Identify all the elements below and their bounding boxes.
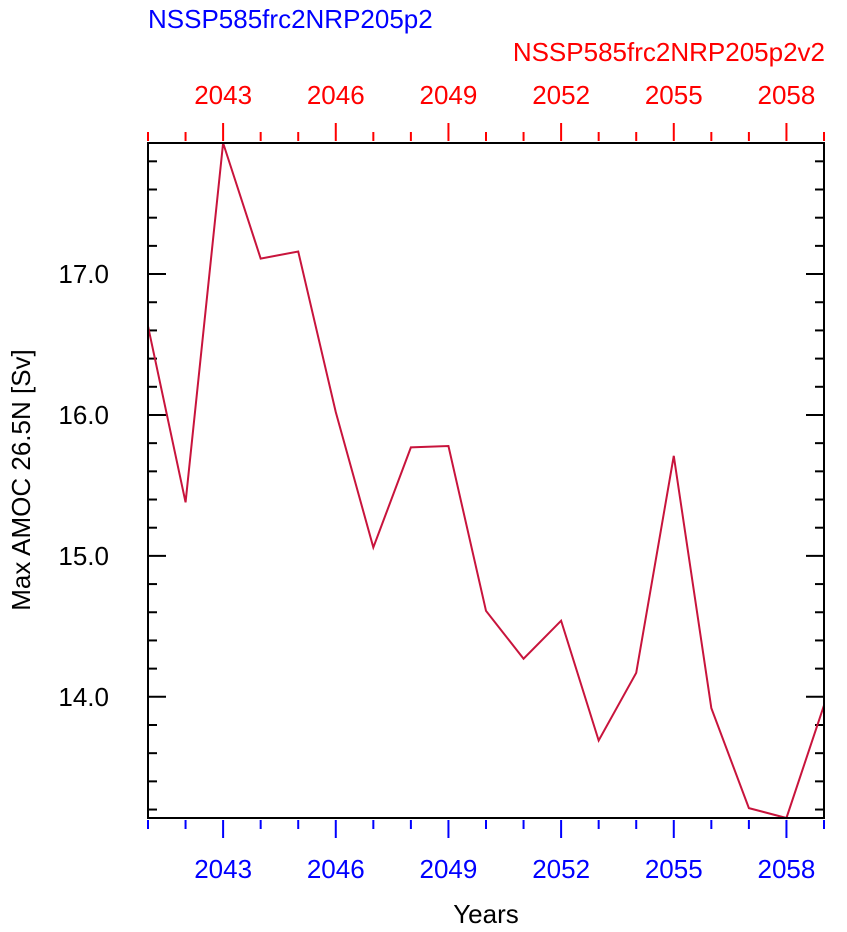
axes-layer: 2043 2043 2046 2046 2049 2049 2052 2052 2055 2055… (58, 80, 825, 884)
x-tick-label-bottom: 2055 (645, 854, 703, 884)
x-tick-label-bottom: 2058 (758, 854, 816, 884)
x-tick-label-bottom: 2049 (420, 854, 478, 884)
y-tick-label: 17.0 (58, 259, 109, 289)
series-layer (147, 142, 825, 820)
left-title: NSSP585frc2NRP205p2 (148, 4, 433, 34)
x-axis-label: Years (453, 899, 519, 929)
x-tick-label-top: 2046 (307, 80, 365, 110)
x-tick-label-top: 2049 (420, 80, 478, 110)
x-tick-label-top: 2055 (645, 80, 703, 110)
y-tick-label: 15.0 (58, 541, 109, 571)
y-axis-label: Max AMOC 26.5N [Sv] (6, 349, 36, 611)
x-tick-label-top: 2052 (532, 80, 590, 110)
x-tick-label-bottom: 2043 (194, 854, 252, 884)
plot-frame (147, 142, 825, 819)
x-tick-label-top: 2043 (194, 80, 252, 110)
x-tick-label-bottom: 2046 (307, 854, 365, 884)
x-tick-label-top: 2058 (758, 80, 816, 110)
series-line-0 (147, 142, 825, 820)
y-tick-label: 16.0 (58, 400, 109, 430)
x-tick-label-bottom: 2052 (532, 854, 590, 884)
y-tick-label: 14.0 (58, 682, 109, 712)
right-title: NSSP585frc2NRP205p2v2 (513, 37, 825, 67)
